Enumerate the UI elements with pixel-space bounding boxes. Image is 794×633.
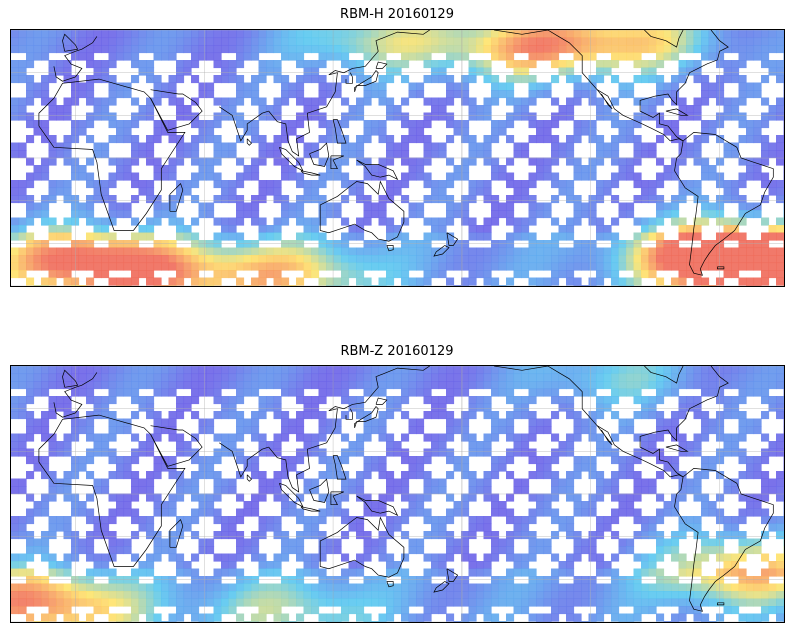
coastlines bbox=[38, 366, 774, 612]
map-gridlines bbox=[11, 366, 784, 622]
coastlines bbox=[38, 30, 774, 276]
panel-title-rbm-z: RBM-Z 20160129 bbox=[340, 344, 454, 359]
map-gridlines bbox=[11, 30, 784, 286]
map-canvas-rbm-h bbox=[11, 30, 784, 286]
satellite-track-pattern bbox=[11, 366, 784, 622]
map-canvas-rbm-z bbox=[11, 366, 784, 622]
panel-title-rbm-h: RBM-H 20160129 bbox=[340, 7, 454, 22]
map-panel-rbm-h bbox=[10, 29, 785, 287]
map-panel-rbm-z bbox=[10, 365, 785, 623]
